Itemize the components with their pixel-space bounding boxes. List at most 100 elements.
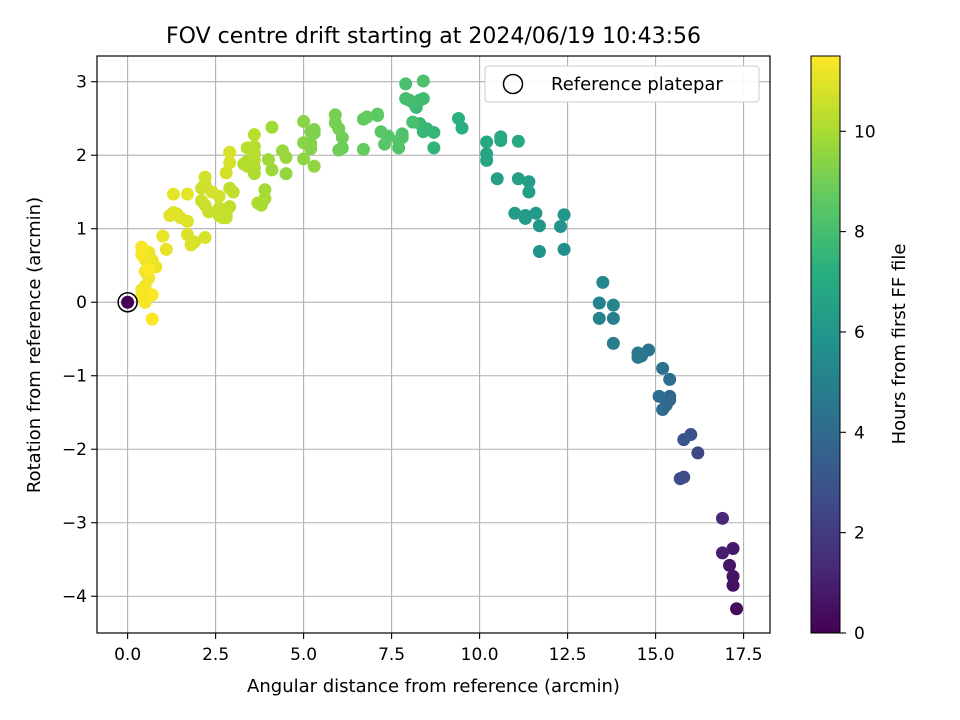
data-point — [159, 242, 173, 256]
data-point — [529, 206, 543, 220]
data-point — [223, 181, 237, 195]
data-point — [198, 231, 212, 245]
colorbar-tick-label: 10 — [854, 122, 876, 142]
data-point — [592, 296, 606, 310]
y-tick-label: 2 — [76, 146, 87, 166]
data-point — [212, 201, 226, 215]
data-point — [532, 219, 546, 233]
data-point — [677, 433, 691, 447]
data-point — [219, 166, 233, 180]
data-point — [416, 92, 430, 106]
data-point — [554, 220, 568, 234]
data-point — [427, 141, 441, 155]
data-point — [297, 114, 311, 128]
x-axis-label: Angular distance from reference (arcmin) — [247, 676, 620, 697]
reference-point-ring — [117, 291, 138, 313]
data-point — [557, 208, 571, 222]
y-tick-label: 0 — [76, 293, 87, 313]
data-point — [195, 194, 209, 208]
data-point — [406, 115, 420, 129]
data-point — [275, 144, 289, 158]
data-point — [723, 558, 737, 572]
data-point — [494, 130, 508, 144]
data-point — [180, 187, 194, 201]
data-point — [715, 511, 729, 525]
data-point — [511, 172, 525, 186]
data-point — [198, 170, 212, 184]
y-tick-label: −2 — [62, 440, 87, 460]
data-point — [240, 141, 254, 155]
data-point — [451, 111, 465, 125]
data-point — [715, 546, 729, 560]
data-point — [416, 74, 430, 88]
data-point — [606, 336, 620, 350]
data-point — [726, 541, 740, 555]
plot-frame — [96, 55, 771, 634]
data-point — [663, 372, 677, 386]
data-point — [261, 153, 275, 167]
x-tick-label: 17.5 — [725, 645, 763, 665]
x-tick-label: 2.5 — [202, 645, 229, 665]
colorbar-tick-label: 4 — [854, 423, 865, 443]
data-point — [726, 569, 740, 583]
data-point — [392, 134, 406, 148]
data-point — [142, 262, 156, 276]
data-point — [247, 128, 261, 142]
x-tick-label: 10.0 — [461, 645, 499, 665]
data-point — [135, 240, 149, 254]
data-point — [691, 446, 705, 460]
data-point — [212, 189, 226, 203]
data-point — [399, 77, 413, 91]
data-point — [652, 389, 666, 403]
legend-box — [484, 65, 760, 103]
chart-title: FOV centre drift starting at 2024/06/19 … — [166, 24, 701, 49]
data-point — [265, 163, 279, 177]
data-point — [265, 120, 279, 134]
data-point — [730, 602, 744, 616]
data-point — [304, 125, 318, 139]
data-point — [606, 298, 620, 312]
data-point — [511, 134, 525, 148]
data-point — [673, 472, 687, 486]
data-point — [180, 228, 194, 242]
data-point — [328, 108, 342, 122]
data-point — [371, 107, 385, 121]
y-axis-label: Rotation from reference (arcmin) — [24, 197, 45, 493]
data-point — [332, 143, 346, 157]
data-point — [656, 361, 670, 375]
colorbar-ticks: 0 2 4 6 8 10 — [840, 122, 876, 644]
scatter-points — [135, 74, 744, 616]
x-tick-label: 0.0 — [114, 645, 141, 665]
y-tick-label: −1 — [62, 367, 87, 387]
data-point — [631, 346, 645, 360]
x-tick-label: 12.5 — [549, 645, 587, 665]
x-tick-label: 5.0 — [290, 645, 317, 665]
reference-marker-group — [117, 291, 138, 313]
data-point — [145, 288, 159, 302]
y-tick-label: −3 — [62, 514, 87, 534]
data-point — [374, 125, 388, 139]
legend-entry-reference: Reference platepar — [551, 74, 723, 95]
colorbar-label: Hours from first FF file — [889, 244, 910, 445]
data-point — [356, 142, 370, 156]
colorbar-tick-label: 2 — [854, 524, 865, 544]
data-point — [656, 403, 670, 417]
data-point — [399, 92, 413, 106]
data-point — [251, 196, 265, 210]
colorbar-tick-label: 0 — [854, 624, 865, 644]
x-tick-label: 15.0 — [637, 645, 675, 665]
data-point — [518, 209, 532, 223]
data-point — [522, 175, 536, 189]
data-point — [592, 311, 606, 325]
grid-lines — [97, 56, 770, 633]
data-point — [557, 242, 571, 256]
data-point — [378, 137, 392, 151]
data-point — [307, 159, 321, 173]
data-point — [223, 145, 237, 159]
data-point — [156, 229, 170, 243]
data-point — [532, 245, 546, 259]
data-point — [480, 147, 494, 161]
data-point — [223, 156, 237, 170]
x-tick-label: 7.5 — [378, 645, 405, 665]
reference-point — [121, 295, 135, 309]
